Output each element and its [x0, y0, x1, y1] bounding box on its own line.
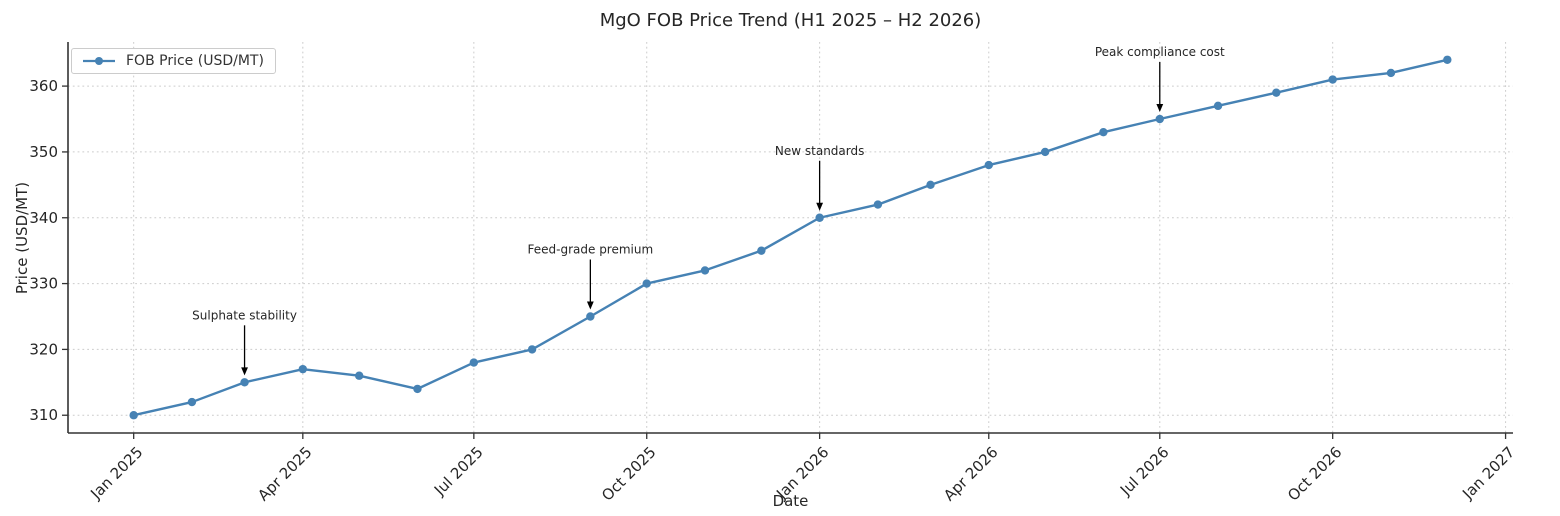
data-point: [1328, 75, 1337, 84]
data-point: [700, 266, 710, 275]
legend-line-marker-icon: [83, 57, 115, 65]
data-point: [1386, 68, 1396, 78]
annotation-label: Feed-grade premium: [528, 242, 654, 256]
y-tick-label: 350: [29, 143, 58, 161]
data-point: [187, 397, 197, 407]
data-point: [1099, 127, 1108, 137]
legend-box: FOB Price (USD/MT): [71, 48, 276, 74]
legend-label: FOB Price (USD/MT): [126, 53, 264, 69]
data-point: [1155, 114, 1164, 124]
annotation-arrowhead: [241, 367, 248, 376]
y-tick-label: 360: [29, 77, 58, 95]
y-tick-label: 340: [29, 209, 58, 227]
annotation-arrowhead: [586, 301, 594, 310]
data-point: [586, 312, 595, 321]
annotation-label: New standards: [775, 144, 864, 158]
data-point: [354, 371, 364, 380]
y-axis-title: Price (USD/MT): [13, 181, 31, 295]
y-tick-label: 320: [29, 340, 58, 358]
annotation-label: Sulphate stability: [192, 308, 297, 322]
annotation-arrowhead: [1156, 104, 1164, 113]
data-point: [926, 180, 935, 190]
data-point: [129, 411, 138, 420]
chart-title: MgO FOB Price Trend (H1 2025 – H2 2026): [599, 10, 982, 31]
data-point: [1443, 55, 1452, 64]
data-point: [815, 213, 824, 222]
data-point: [240, 378, 249, 387]
data-point: [1040, 147, 1050, 157]
fob-price-line: [132, 58, 1449, 417]
annotation-label: Peak compliance cost: [1095, 45, 1225, 59]
data-point: [469, 358, 479, 367]
data-point: [1272, 88, 1281, 97]
data-point: [413, 384, 422, 394]
data-point: [527, 345, 537, 354]
data-point: [298, 364, 308, 374]
data-point: [642, 279, 651, 288]
y-tick-label: 330: [29, 275, 58, 293]
data-point: [984, 160, 993, 170]
data-point: [873, 200, 883, 209]
annotation-arrowhead: [816, 202, 824, 211]
x-axis-title: Date: [772, 492, 809, 510]
data-point: [1213, 101, 1223, 111]
y-tick-label: 310: [29, 406, 58, 424]
data-point: [757, 246, 766, 255]
